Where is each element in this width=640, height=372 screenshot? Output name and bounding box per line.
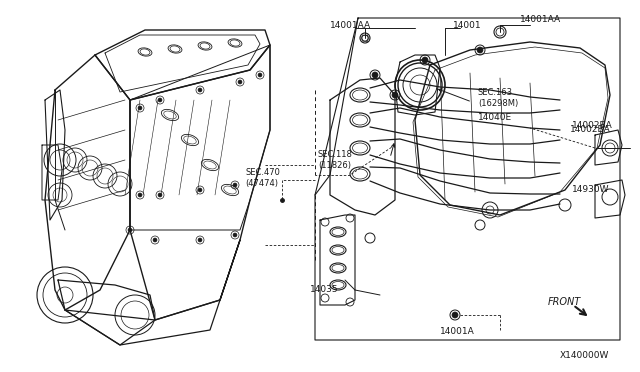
Text: 14002BA: 14002BA xyxy=(570,125,611,135)
Circle shape xyxy=(238,80,242,84)
Text: 14001: 14001 xyxy=(453,20,482,29)
Text: SEC.118
(11826): SEC.118 (11826) xyxy=(318,150,353,170)
Circle shape xyxy=(198,188,202,192)
Circle shape xyxy=(392,92,398,98)
Circle shape xyxy=(477,47,483,53)
Text: X140000W: X140000W xyxy=(560,350,609,359)
Text: SEC.163
(16298M): SEC.163 (16298M) xyxy=(478,88,518,108)
Text: 14002BA: 14002BA xyxy=(572,122,612,131)
Circle shape xyxy=(233,233,237,237)
Circle shape xyxy=(138,193,142,197)
Text: 14035: 14035 xyxy=(310,285,339,295)
Circle shape xyxy=(372,72,378,78)
Circle shape xyxy=(233,183,237,187)
Circle shape xyxy=(422,57,428,63)
Circle shape xyxy=(198,88,202,92)
Text: SEC.470
(47474): SEC.470 (47474) xyxy=(245,168,280,188)
Text: 14001A: 14001A xyxy=(440,327,475,337)
Text: 14930W: 14930W xyxy=(572,186,609,195)
Text: FRONT: FRONT xyxy=(548,297,581,307)
Circle shape xyxy=(158,193,162,197)
Text: 14001AA: 14001AA xyxy=(520,16,561,25)
Circle shape xyxy=(198,238,202,242)
Circle shape xyxy=(158,98,162,102)
Circle shape xyxy=(153,238,157,242)
Circle shape xyxy=(128,228,132,232)
Text: 14040E: 14040E xyxy=(478,113,512,122)
Circle shape xyxy=(138,106,142,110)
Circle shape xyxy=(258,73,262,77)
Circle shape xyxy=(452,312,458,318)
Text: 14001AA: 14001AA xyxy=(330,20,371,29)
